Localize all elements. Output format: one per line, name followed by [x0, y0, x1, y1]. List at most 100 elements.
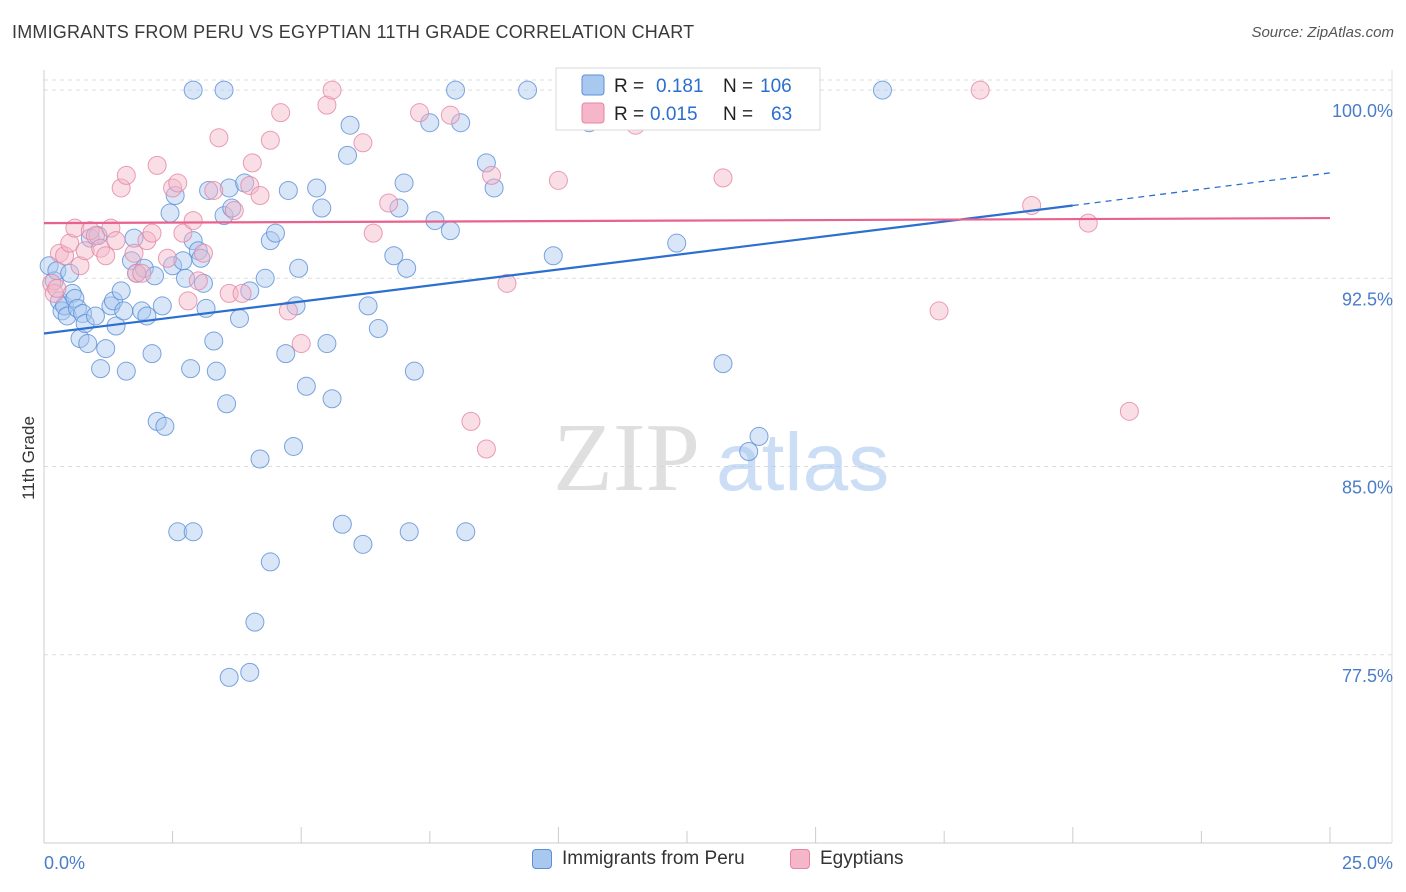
peru-point [217, 394, 237, 414]
stats-r-label: R = [614, 76, 644, 97]
peru-trend-line [43, 204, 1073, 335]
peru-point [518, 80, 538, 100]
peru-point [183, 231, 203, 251]
egyptian-point [317, 95, 337, 115]
peru-point [420, 113, 440, 133]
egyptian-point [278, 301, 298, 321]
peru-point [80, 228, 100, 248]
peru-point [283, 436, 303, 456]
egyptian-point [291, 334, 311, 354]
peru-point [317, 334, 337, 354]
peru-point [114, 301, 134, 321]
egyptian-point [497, 273, 517, 293]
egyptian-point [410, 103, 430, 123]
peru-point [183, 522, 203, 542]
stats-n-label: N = [723, 104, 753, 125]
peru-point [96, 339, 116, 359]
y-tick-label: 92.5% [1342, 289, 1393, 309]
egyptian-point [70, 256, 90, 276]
egyptian-point [440, 105, 460, 125]
trend-lines [43, 172, 1331, 335]
peru-point [278, 180, 298, 200]
egyptian-point [60, 233, 80, 253]
axes [43, 70, 1393, 844]
peru-point [91, 359, 111, 379]
egyptian-point [85, 226, 105, 246]
peru-point [165, 185, 185, 205]
peru-point [440, 221, 460, 241]
y-tick-label: 77.5% [1342, 666, 1393, 686]
egyptian-point [47, 278, 67, 298]
egyptian-point [204, 180, 224, 200]
egyptian-point [106, 231, 126, 251]
y-tick-label: 100.0% [1332, 101, 1393, 121]
peru-point [240, 662, 260, 682]
peru-point [749, 426, 769, 446]
egyptian-trend-line [43, 216, 1331, 225]
legend-label-egyptians: Egyptians [820, 848, 904, 869]
peru-trend-extension [1072, 172, 1331, 207]
peru-point [101, 296, 121, 316]
legend-swatch-egyptians [790, 849, 810, 869]
peru-point [183, 80, 203, 100]
egyptian-point [476, 439, 496, 459]
peru-point [111, 281, 131, 301]
peru-point [543, 246, 563, 266]
peru-point [67, 298, 87, 318]
egyptian-point [168, 173, 188, 193]
egyptian-point [147, 155, 167, 175]
peru-point [337, 145, 357, 165]
watermark-atlas: atlas [716, 417, 889, 508]
peru-point [399, 522, 419, 542]
peru-point [235, 173, 255, 193]
egyptian-point [1119, 401, 1139, 421]
peru-point [332, 514, 352, 534]
peru-point [188, 241, 208, 261]
peru-point [160, 203, 180, 223]
egyptian-point [240, 175, 260, 195]
peru-point [206, 361, 226, 381]
peru-point [181, 359, 201, 379]
stats-r-label: R = [614, 104, 644, 125]
egyptian-point [271, 103, 291, 123]
chart-title: IMMIGRANTS FROM PERU VS EGYPTIAN 11TH GR… [12, 22, 695, 42]
egyptian-point [44, 283, 64, 303]
egyptian-point [322, 80, 342, 100]
peru-point [456, 522, 476, 542]
egyptian-point [127, 263, 147, 283]
peru-point [484, 178, 504, 198]
peru-point [446, 80, 466, 100]
legend-label-peru: Immigrants from Peru [562, 848, 745, 869]
egyptian-point [929, 301, 949, 321]
egyptian-point [363, 223, 383, 243]
egyptian-point [173, 223, 193, 243]
stats-swatch-egyptians [581, 102, 605, 124]
peru-point [52, 301, 72, 321]
egyptian-point [482, 165, 502, 185]
egyptian-point [111, 178, 131, 198]
egyptian-point [116, 165, 136, 185]
legend-item-egyptians[interactable]: Egyptians [790, 848, 903, 870]
tick-labels: 77.5% 85.0% 92.5% 100.0% 0.0% 25.0% [44, 101, 1393, 873]
egyptian-point [209, 128, 229, 148]
egyptian-point [96, 246, 116, 266]
egyptian-point [178, 291, 198, 311]
peru-point [289, 258, 309, 278]
data-points [39, 80, 1139, 687]
peru-point [404, 361, 424, 381]
peru-point [191, 248, 211, 268]
egyptian-point [260, 130, 280, 150]
egyptian-point [163, 178, 183, 198]
peru-point [368, 319, 388, 339]
egyptian-point [353, 133, 373, 153]
egyptian-point [142, 223, 162, 243]
egyptian-point [193, 243, 213, 263]
peru-point [384, 246, 404, 266]
peru-point [168, 522, 188, 542]
peru-point [155, 416, 175, 436]
legend-item-peru[interactable]: Immigrants from Peru [532, 848, 745, 870]
peru-point [451, 113, 471, 133]
egyptian-point [157, 248, 177, 268]
peru-point [476, 153, 496, 173]
stats-n-value: 63 [771, 104, 792, 125]
